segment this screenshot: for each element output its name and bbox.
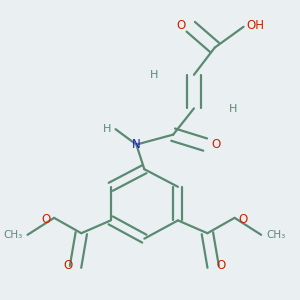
Text: O: O	[211, 138, 220, 151]
Text: O: O	[177, 19, 186, 32]
Text: O: O	[238, 213, 248, 226]
Text: CH₃: CH₃	[4, 230, 23, 240]
Text: H: H	[229, 104, 238, 114]
Text: N: N	[132, 138, 141, 151]
Text: H: H	[103, 124, 112, 134]
Text: O: O	[216, 259, 226, 272]
Text: O: O	[63, 259, 72, 272]
Text: CH₃: CH₃	[266, 230, 285, 240]
Text: O: O	[41, 213, 50, 226]
Text: H: H	[150, 70, 159, 80]
Text: OH: OH	[247, 19, 265, 32]
